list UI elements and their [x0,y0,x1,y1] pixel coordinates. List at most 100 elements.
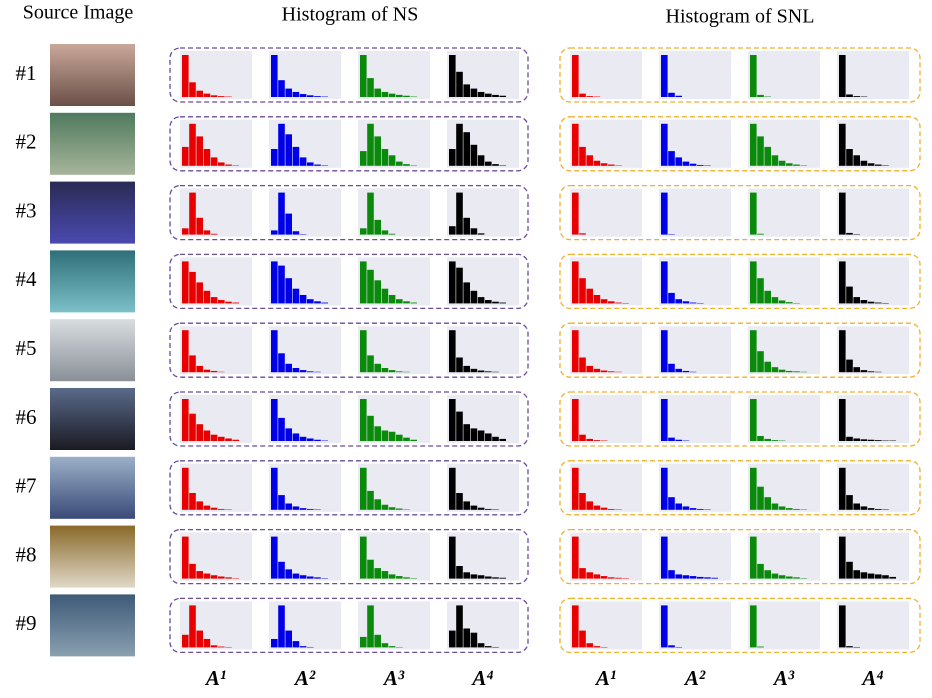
histogram-bar [204,639,211,647]
histogram-bar [675,574,682,578]
histogram-bar [750,537,757,579]
histogram-bar [271,468,278,510]
histogram-bar [182,55,189,97]
histogram-bar [314,301,321,303]
histogram-bar [367,78,374,97]
histogram-bar [225,577,232,578]
histogram-bar [211,645,218,647]
histogram-bar [278,124,285,166]
histogram-bar [189,493,196,510]
histogram-bar [189,272,196,304]
histogram-bar [764,570,771,578]
histogram-bar [300,157,307,165]
histogram-bar [868,302,875,304]
histogram-bar [485,300,492,303]
histogram-bar [683,506,690,509]
histogram-bar [285,89,292,97]
histogram-bar [374,136,381,165]
histogram-bar [449,261,456,303]
histogram-bar [300,295,307,303]
histogram-bar [196,91,203,97]
histogram-bar [586,643,593,647]
histogram-bar [485,433,492,441]
histogram-bar [853,297,860,303]
histogram-bar [757,436,764,441]
histogram-bar [779,161,786,166]
histogram-bar [285,364,292,372]
histogram-bar [396,435,403,441]
histogram-bar [367,355,374,372]
histogram-bar [396,371,403,372]
histogram-bar [757,95,764,97]
histogram-bar [463,132,470,166]
histogram-bar [572,193,579,235]
histogram-bar [485,577,492,579]
column-label: A³ [772,666,795,690]
histogram-bar [772,440,779,441]
histogram-bar [839,605,846,647]
histogram-bar [211,95,218,97]
column-label: A⁴ [470,666,493,690]
histogram-bar [615,303,622,304]
histogram-bar [690,303,697,304]
histogram-bar [204,230,211,234]
histogram-bar [271,399,278,441]
source-thumbnail [50,457,135,519]
histogram-bar [661,193,668,235]
histogram-bar [293,574,300,579]
histogram-bar [382,643,389,647]
histogram-bar [456,358,463,373]
histogram-bar [586,439,593,441]
histogram-bar [403,577,410,578]
histogram-bar [690,576,697,579]
source-thumbnail [50,44,135,106]
histogram-bar [293,289,300,304]
histogram-bar [786,577,793,579]
histogram-bar [218,162,225,165]
histogram-bar [861,572,868,578]
histogram-bar [594,574,601,578]
histogram-bar [668,570,675,578]
row-label: #9 [16,611,37,635]
histogram-bar [839,537,846,579]
histogram-bar [861,300,868,303]
ns-header: Histogram of NS [282,4,419,26]
histogram-bar [764,497,771,510]
histogram-bar [471,633,478,648]
histogram-bar [225,302,232,304]
histogram-bar [485,162,492,166]
histogram-bar [868,574,875,579]
histogram-bar [675,299,682,303]
histogram-bar [615,578,622,579]
histogram-bar [882,575,889,578]
histogram-bar [668,151,675,166]
histogram-bar [374,364,381,372]
plot-background [837,189,909,237]
histogram-bar [839,55,846,97]
histogram-bar [471,369,478,372]
plot-background [837,51,909,99]
plot-background [659,395,731,443]
histogram-bar [853,155,860,166]
histogram-bar [278,495,285,510]
histogram-bar [382,289,389,304]
histogram-bar [853,504,860,510]
histogram-bar [360,399,367,441]
histogram-bar [278,266,285,304]
histogram-bar [463,424,470,441]
histogram-bar [360,55,367,97]
histogram-bar [697,577,704,579]
histogram-bar [750,330,757,372]
histogram-bar [211,371,218,372]
histogram-bar [608,371,615,372]
histogram-bar [572,330,579,372]
histogram-bar [697,165,704,166]
histogram-bar [485,646,492,647]
histogram-bar [601,576,608,579]
histogram-bar [757,647,764,648]
histogram-bar [586,155,593,166]
histogram-bar [478,575,485,578]
histogram-bar [579,147,586,166]
plot-background [837,395,909,443]
histogram-bar [225,165,232,166]
